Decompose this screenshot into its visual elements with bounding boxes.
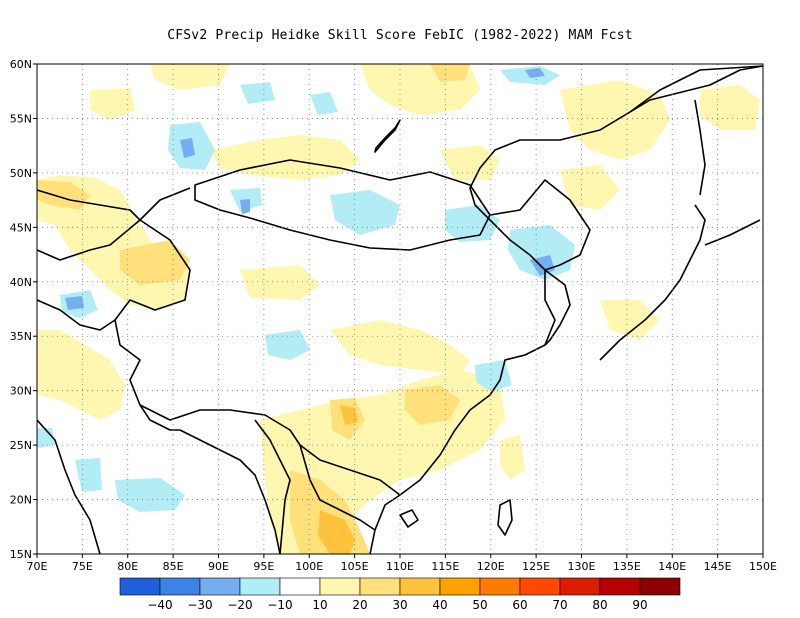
colorbar-swatch: [119, 577, 161, 596]
colorbar-swatch: [239, 577, 281, 596]
coastlines-and-borders: [37, 65, 763, 554]
lat-tick-label: 50N: [10, 167, 32, 180]
coastline-sakhalin: [694, 99, 706, 196]
colorbar-swatch: [319, 577, 361, 596]
lon-tick-label: 80E: [117, 560, 138, 573]
lon-tick-label: 70E: [27, 560, 48, 573]
colorbar-swatch: [599, 577, 641, 596]
colorbar-swatch: [159, 577, 201, 596]
colorbar-swatch: [199, 577, 241, 596]
border-mongolia: [194, 159, 491, 251]
lon-tick-label: 125E: [522, 560, 550, 573]
lat-axis: 60N 55N 50N 45N 40N 35N 30N 25N 20N 15N: [10, 58, 37, 561]
lon-tick-label: 85E: [163, 560, 184, 573]
colorbar-label: 60: [512, 598, 527, 612]
coastline-japan: [599, 204, 761, 361]
lat-tick-label: 60N: [10, 58, 32, 71]
lon-tick-label: 75E: [72, 560, 93, 573]
border-kazakh-north: [37, 189, 141, 221]
colorbar-label: 40: [432, 598, 447, 612]
colorbar-label: 70: [552, 598, 567, 612]
colorbar-label: 30: [392, 598, 407, 612]
colorbar-swatch: [479, 577, 521, 596]
colorbar-label: −20: [227, 598, 252, 612]
border-india-north: [139, 404, 180, 431]
colorbar-label: −40: [147, 598, 172, 612]
coastline-india: [37, 419, 101, 554]
colorbar-label: 80: [592, 598, 607, 612]
lat-tick-label: 30N: [10, 385, 32, 398]
lon-tick-label: 140E: [658, 560, 686, 573]
colorbar-swatch: [439, 577, 481, 596]
gridlines: [37, 64, 763, 554]
colorbar-labels: −40 −30 −20 −10 10 20 30 40 50 60 70 80 90: [147, 598, 647, 612]
lon-tick-label: 105E: [341, 560, 369, 573]
lon-tick-label: 120E: [477, 560, 505, 573]
chart-title: CFSv2 Precip Heidke Skill Score FebIC (1…: [167, 28, 633, 43]
border-indochina: [299, 444, 376, 531]
skill-score-field: [37, 64, 760, 554]
colorbar-swatch: [519, 577, 561, 596]
colorbar-swatch: [359, 577, 401, 596]
colorbar: [119, 577, 681, 596]
colorbar-label: 20: [352, 598, 367, 612]
colorbar-label: −10: [267, 598, 292, 612]
colorbar-swatch: [639, 577, 681, 596]
coastline-asia-east: [369, 65, 763, 554]
lat-tick-label: 35N: [10, 330, 32, 343]
lat-tick-label: 45N: [10, 221, 32, 234]
colorbar-label: 90: [632, 598, 647, 612]
lon-axis: 70E 75E 80E 85E 90E 95E 100E 105E 110E 115E 120E 12…: [27, 554, 777, 573]
coastline-korea: [544, 269, 571, 346]
lon-tick-label: 115E: [431, 560, 459, 573]
colorbar-label: 50: [472, 598, 487, 612]
coastline-taiwan: [497, 499, 513, 536]
lon-tick-label: 110E: [386, 560, 414, 573]
lat-tick-label: 40N: [10, 276, 32, 289]
lat-tick-label: 20N: [10, 494, 32, 507]
coastline-bay-bengal: [179, 429, 281, 554]
border-china-south: [299, 444, 401, 496]
border-russia-china-east: [489, 179, 591, 271]
lake-baikal: [374, 119, 401, 153]
colorbar-swatch: [399, 577, 441, 596]
colorbar-swatch: [559, 577, 601, 596]
lon-tick-label: 150E: [749, 560, 777, 573]
lon-tick-label: 90E: [208, 560, 229, 573]
colorbar-label: −30: [187, 598, 212, 612]
lon-tick-label: 130E: [568, 560, 596, 573]
lon-tick-label: 135E: [613, 560, 641, 573]
border-central-asia: [37, 187, 191, 331]
colorbar-swatch: [279, 577, 321, 596]
lon-tick-label: 145E: [704, 560, 732, 573]
coastline-hainan: [399, 509, 419, 528]
border-china-west: [114, 219, 301, 446]
lat-tick-label: 55N: [10, 112, 32, 125]
lat-tick-label: 15N: [10, 548, 32, 561]
lat-tick-label: 25N: [10, 439, 32, 452]
border-myanmar: [254, 419, 291, 554]
lon-tick-label: 100E: [295, 560, 323, 573]
colorbar-label: 10: [312, 598, 327, 612]
coastline-kamchatka-okhotsk: [629, 65, 763, 113]
lon-tick-label: 95E: [253, 560, 274, 573]
